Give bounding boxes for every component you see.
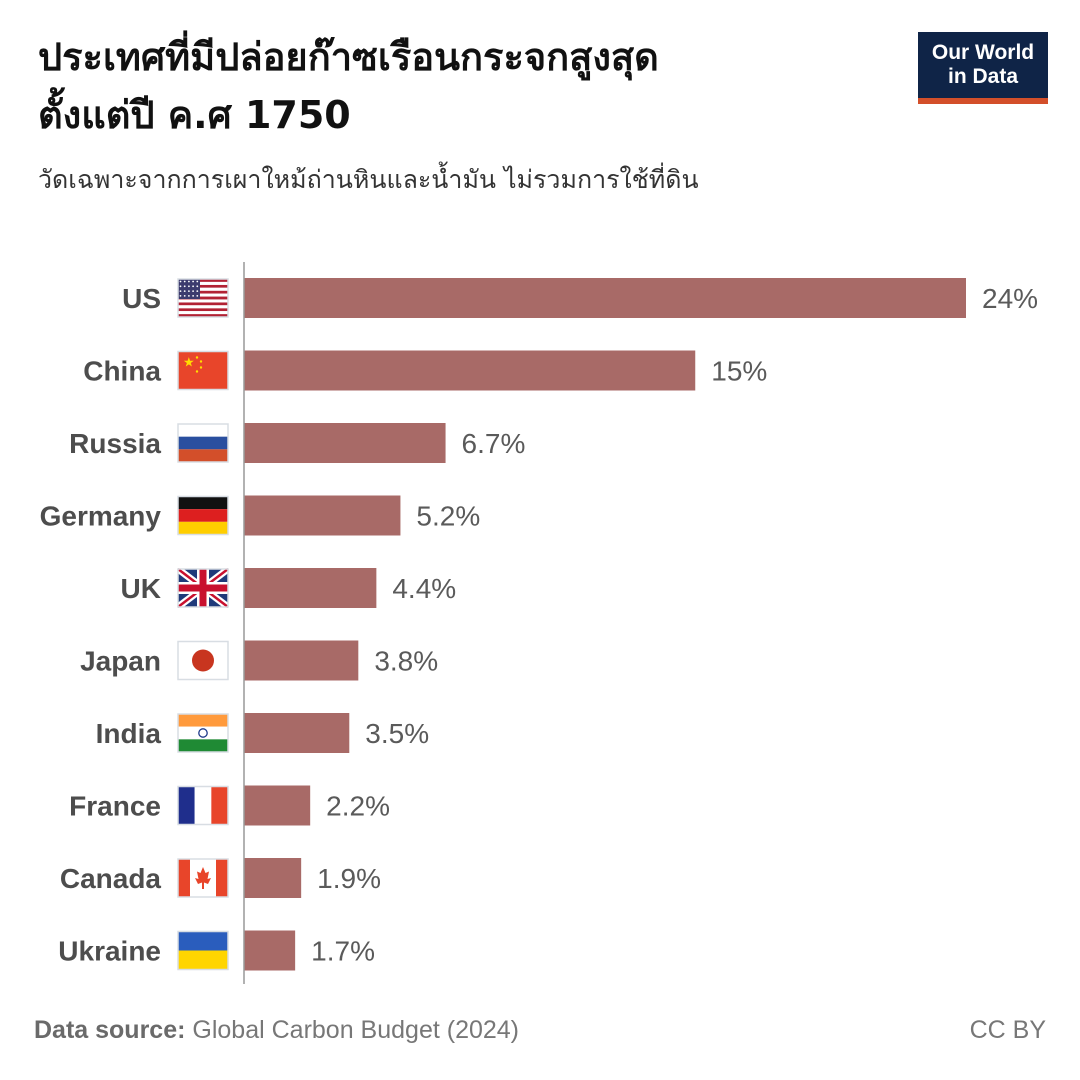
data-source: Data source: Global Carbon Budget (2024)	[34, 1016, 519, 1045]
title-line-2: ตั้งแต่ปี ค.ศ 1750	[38, 93, 351, 137]
category-label: Germany	[40, 501, 162, 532]
value-label: 1.9%	[317, 863, 381, 894]
value-label: 6.7%	[462, 428, 526, 459]
bar-china	[244, 350, 696, 391]
value-label: 24%	[982, 283, 1038, 314]
bar-chart: US 24% China ★ 15% Russia 6.7% Germany 5.2% UK 4.4…	[40, 262, 1038, 984]
value-label: 1.7%	[311, 936, 375, 967]
bar-us	[244, 278, 966, 318]
us-flag-icon	[177, 278, 229, 318]
data-source-text: Global Carbon Budget (2024)	[192, 1016, 520, 1044]
category-label: India	[96, 718, 162, 749]
value-label: 3.8%	[374, 646, 438, 677]
uk-flag-icon	[175, 566, 231, 610]
chart-title: ประเทศที่มีปล่อยก๊าซเรือนกระจกสูงสุด ตั้…	[38, 28, 878, 144]
canada-flag-icon	[177, 858, 229, 898]
bar-uk	[244, 568, 377, 608]
category-label: Russia	[69, 428, 161, 459]
category-label: Japan	[80, 646, 161, 677]
value-label: 2.2%	[326, 791, 390, 822]
category-label: Ukraine	[58, 936, 161, 967]
category-label: China	[83, 356, 161, 387]
category-label: Canada	[60, 863, 162, 894]
bar-russia	[244, 423, 446, 463]
bar-germany	[244, 495, 401, 536]
bar-japan	[244, 640, 359, 681]
ukraine-flag-icon	[177, 930, 229, 971]
logo-line-1: Our World	[931, 41, 1035, 64]
chart-subtitle: วัดเฉพาะจากการเผาใหม้ถ่านหินและน้ำมัน ไม…	[38, 165, 699, 194]
category-label: France	[69, 791, 161, 822]
bar-canada	[244, 858, 302, 898]
bar-india	[244, 713, 350, 753]
bar-france	[244, 785, 311, 826]
license-label: CC BY	[969, 1016, 1046, 1044]
category-label: US	[122, 283, 161, 314]
russia-flag-icon	[177, 423, 229, 463]
value-label: 3.5%	[365, 718, 429, 749]
germany-flag-icon	[177, 495, 229, 536]
title-line-1: ประเทศที่มีปล่อยก๊าซเรือนกระจกสูงสุด	[38, 35, 659, 79]
india-flag-icon	[177, 713, 229, 753]
logo-line-2: in Data	[947, 65, 1018, 88]
category-label: UK	[121, 573, 161, 604]
china-flag-icon: ★	[177, 350, 229, 391]
value-label: 4.4%	[392, 573, 456, 604]
logo-accent-bar	[918, 98, 1048, 104]
owid-logo[interactable]: Our World in Data	[918, 32, 1048, 104]
value-label: 15%	[711, 356, 767, 387]
france-flag-icon	[177, 785, 229, 826]
svg-text:★: ★	[183, 356, 195, 371]
value-label: 5.2%	[416, 501, 480, 532]
data-source-label: Data source:	[34, 1016, 186, 1044]
bar-ukraine	[244, 930, 296, 971]
japan-flag-icon	[177, 640, 229, 681]
